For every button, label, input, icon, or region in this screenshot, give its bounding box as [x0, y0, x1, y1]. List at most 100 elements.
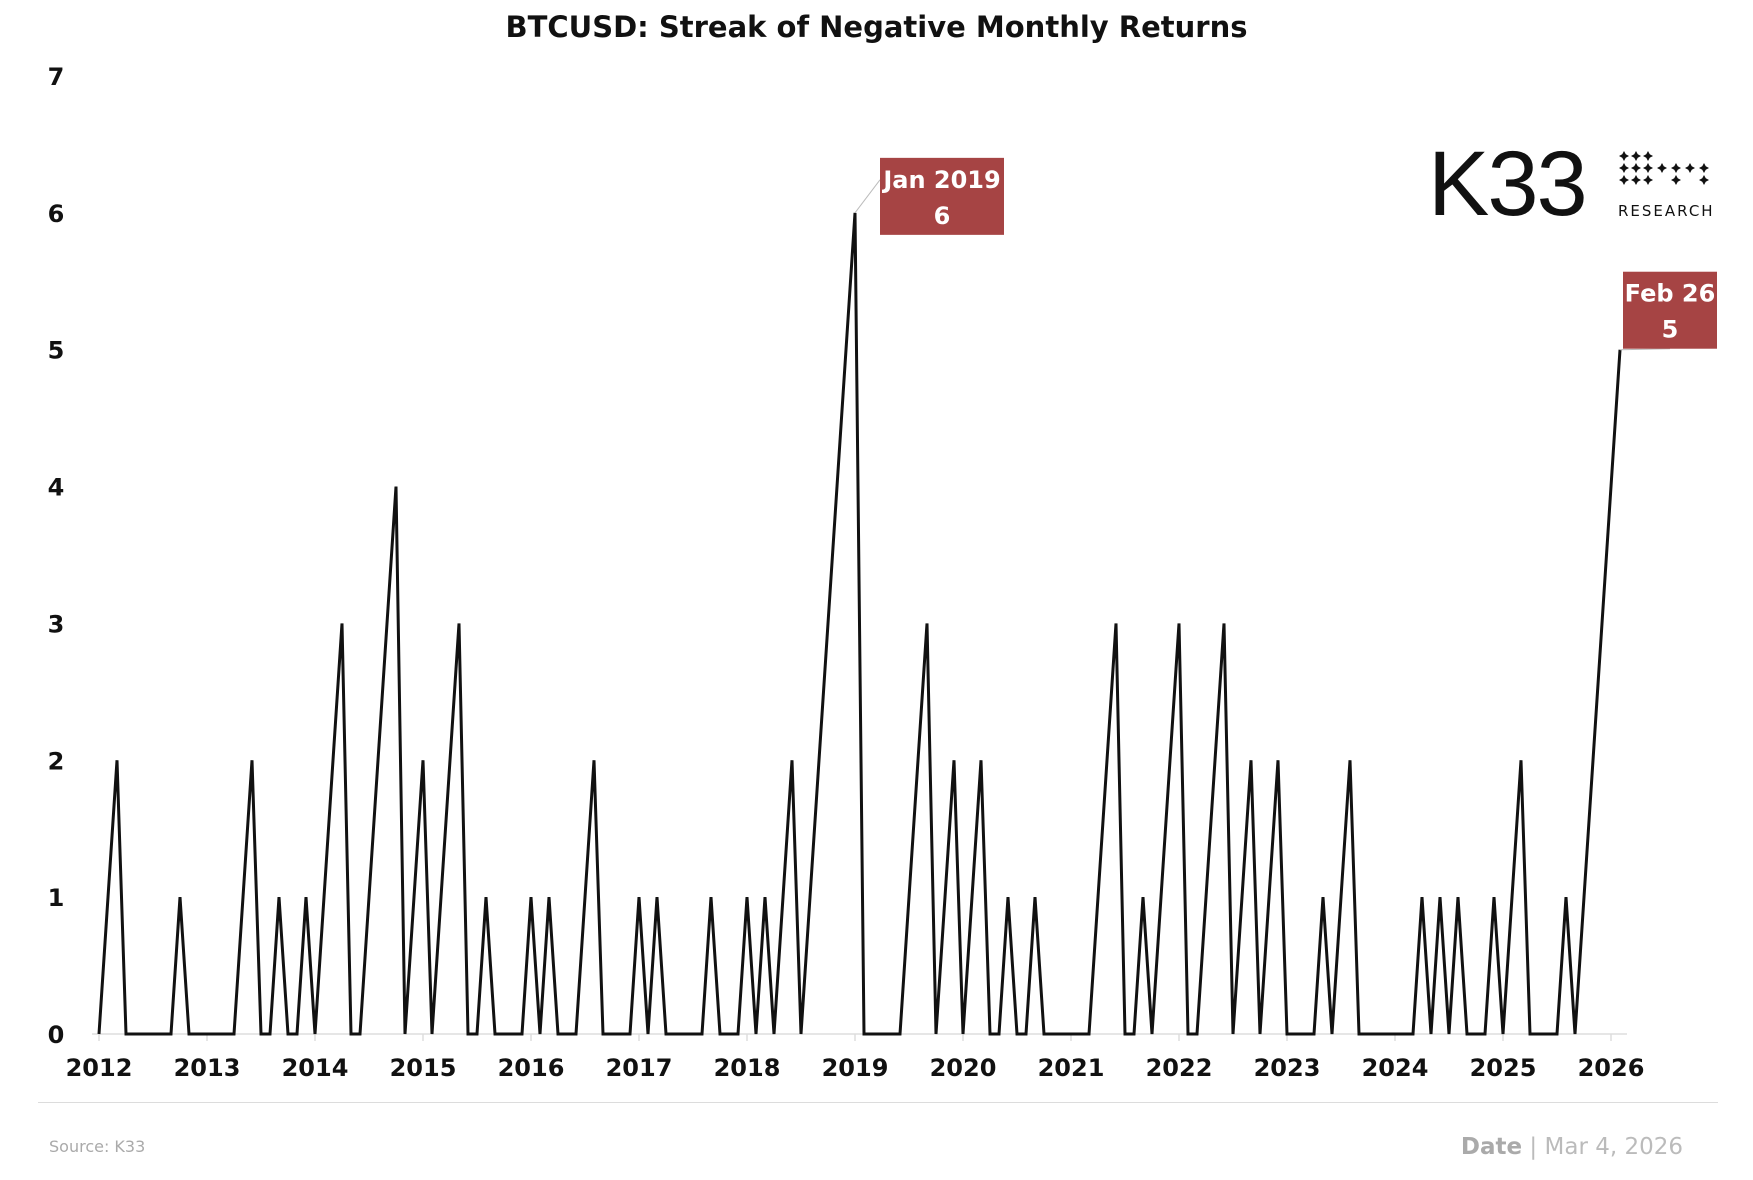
data-point [808, 895, 812, 899]
date-label: Date [1460, 1134, 1523, 1160]
data-point [592, 758, 596, 762]
y-tick-label: 4 [48, 474, 65, 502]
data-point [1339, 895, 1343, 899]
data-point [1033, 895, 1037, 899]
data-point [916, 758, 920, 762]
data-point [205, 1032, 209, 1036]
logo-star-icon [1699, 163, 1709, 173]
data-point [376, 758, 380, 762]
x-tick-label: 2017 [606, 1054, 673, 1082]
y-tick-label: 7 [48, 63, 65, 91]
annotation-box [1623, 271, 1717, 349]
annotation-connector [1619, 348, 1671, 351]
annotation-callout: Jan 2019 6 [854, 157, 1004, 235]
data-point [979, 758, 983, 762]
data-point [97, 1032, 101, 1036]
data-point [1141, 895, 1145, 899]
data-point [1492, 895, 1496, 899]
data-point [268, 1032, 272, 1036]
data-point [1609, 485, 1613, 489]
data-point [565, 1032, 569, 1036]
x-tick-label: 2021 [1038, 1054, 1105, 1082]
data-point [1519, 758, 1523, 762]
x-axis: 2012 2013 2014 2015 2016 2017 2018 2019 2020 2021… [66, 1033, 1644, 1082]
data-point [1600, 621, 1604, 625]
data-point [610, 1032, 614, 1036]
data-point [115, 758, 119, 762]
footer-divider [38, 1102, 1718, 1103]
data-point [1096, 895, 1100, 899]
data-point [1276, 758, 1280, 762]
data-point [1384, 1032, 1388, 1036]
logo-subtitle: RESEARCH [1618, 202, 1715, 220]
data-point [502, 1032, 506, 1036]
logo-star-icon [1699, 175, 1709, 185]
logo-star-icon [1631, 151, 1641, 161]
y-tick-label: 1 [48, 884, 65, 912]
data-point [799, 1032, 803, 1036]
data-point [223, 1032, 227, 1036]
logo-star-icon [1643, 175, 1653, 185]
chart-title: BTCUSD: Streak of Negative Monthly Retur… [505, 10, 1248, 44]
data-point [142, 1032, 146, 1036]
data-point [556, 1032, 560, 1036]
data-point [574, 1032, 578, 1036]
x-tick-label: 2014 [282, 1054, 349, 1082]
x-tick-label: 2022 [1146, 1054, 1213, 1082]
data-point [997, 1032, 1001, 1036]
data-point [421, 758, 425, 762]
data-point [943, 895, 947, 899]
data-point [844, 348, 848, 352]
k33-research-logo: K33 RESEARCH [1428, 133, 1728, 235]
data-point [907, 895, 911, 899]
data-point [754, 1032, 758, 1036]
logo-star-icon [1631, 175, 1641, 185]
data-point [628, 1032, 632, 1036]
data-point [1222, 621, 1226, 625]
data-point [1501, 1032, 1505, 1036]
data-point [1204, 895, 1208, 899]
data-point [1051, 1032, 1055, 1036]
data-point [1294, 1032, 1298, 1036]
logo-star-icon [1643, 163, 1653, 173]
logo-star-icon [1619, 175, 1629, 185]
data-point [1447, 1032, 1451, 1036]
data-point [241, 895, 245, 899]
data-point [484, 895, 488, 899]
data-point [1231, 1032, 1235, 1036]
data-point [394, 485, 398, 489]
logo-star-icon [1671, 163, 1681, 173]
data-point [1078, 1032, 1082, 1036]
data-point [1411, 1032, 1415, 1036]
data-point [1267, 895, 1271, 899]
logo-star-icon [1685, 163, 1695, 173]
data-point [1546, 1032, 1550, 1036]
data-point [1420, 895, 1424, 899]
data-point [1132, 1032, 1136, 1036]
data-point [1069, 1032, 1073, 1036]
data-point [169, 1032, 173, 1036]
data-point [934, 1032, 938, 1036]
series-line [97, 212, 1622, 1036]
data-point [412, 895, 416, 899]
data-point [1465, 1032, 1469, 1036]
data-point [1114, 621, 1118, 625]
data-point [214, 1032, 218, 1036]
data-point [862, 1032, 866, 1036]
data-point [1393, 1032, 1397, 1036]
data-point [1321, 895, 1325, 899]
data-point [1528, 1032, 1532, 1036]
data-point [664, 1032, 668, 1036]
data-point [106, 895, 110, 899]
data-point [430, 1032, 434, 1036]
data-point [1366, 1032, 1370, 1036]
data-point [583, 895, 587, 899]
data-point [637, 895, 641, 899]
data-point [367, 895, 371, 899]
data-point [763, 895, 767, 899]
annotation-value: 6 [934, 202, 951, 230]
data-point [781, 895, 785, 899]
data-point [124, 1032, 128, 1036]
y-tick-label: 5 [48, 337, 65, 365]
annotation-value: 5 [1662, 316, 1679, 344]
